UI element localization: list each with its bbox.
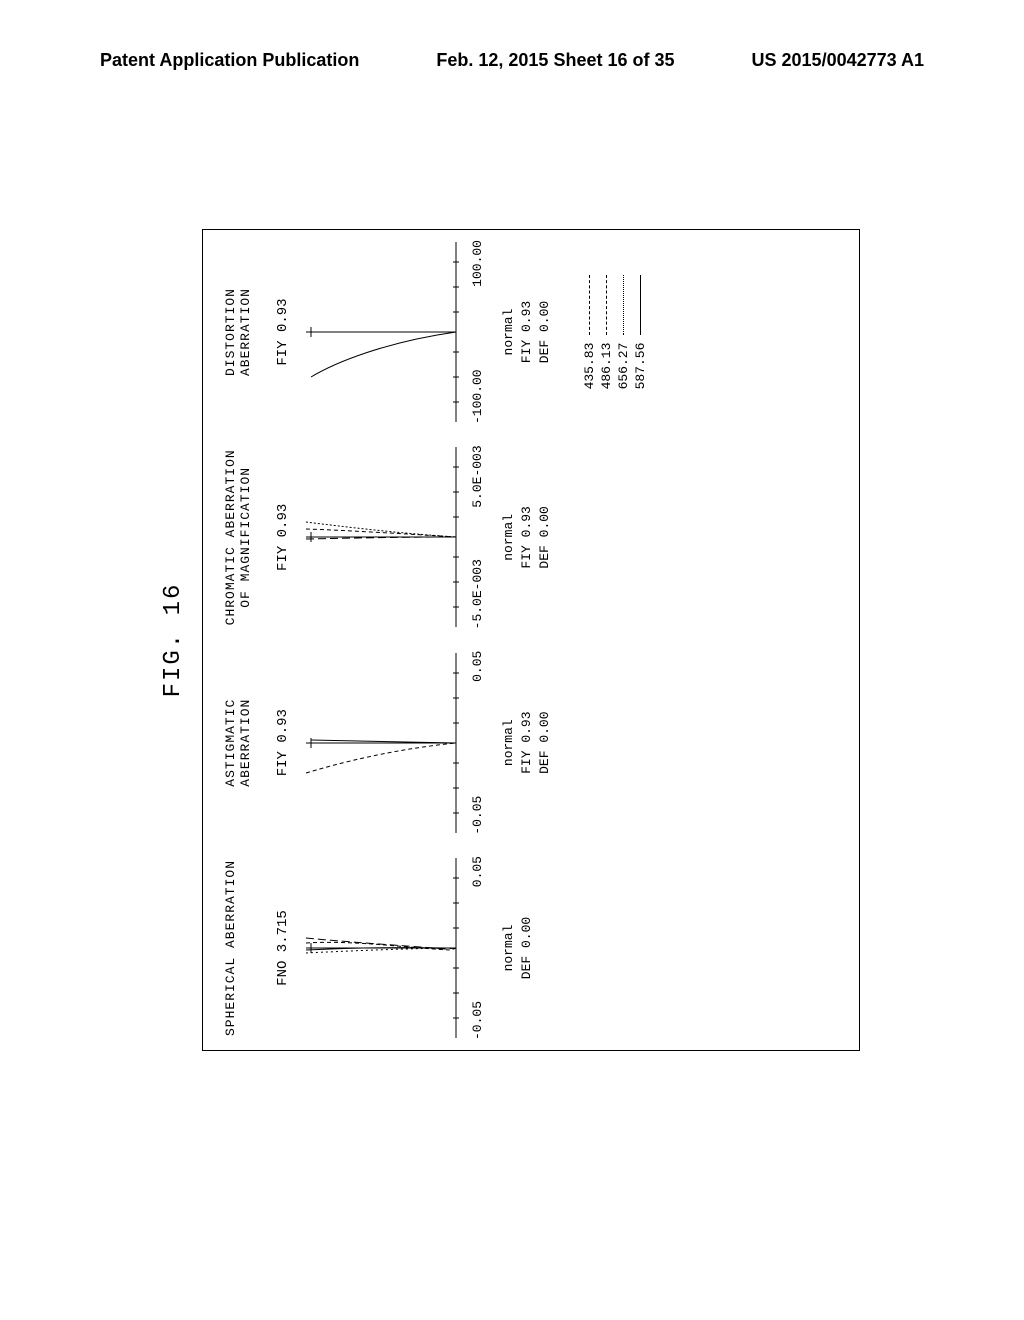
chart-sub: FIY 0.93	[275, 504, 291, 571]
legend-label: 656.27	[616, 343, 631, 390]
curves-4	[311, 332, 456, 377]
rotated-figure: FIG. 16 SPHERICAL ABERRATION FNO 3.715	[160, 229, 860, 1051]
chart-svg	[296, 848, 466, 1048]
chart-title: ASTIGMATIC ABERRATION	[223, 651, 255, 835]
info-line: DEF 0.00	[518, 917, 536, 979]
chart-sub: FIY 0.93	[275, 709, 291, 776]
figure-title: FIG. 16	[160, 229, 187, 1051]
info-line: DEF 0.00	[536, 711, 554, 773]
chart-title: SPHERICAL ABERRATION	[223, 860, 255, 1036]
chart-title: CHROMATIC ABERRATION OF MAGNIFICATION	[223, 449, 255, 625]
chart-distortion: DISTORTION ABERRATION FIY 0.93	[223, 240, 849, 424]
x-labels: -0.05 0.05	[470, 651, 485, 835]
legend-line-icon	[623, 275, 624, 335]
charts-row: SPHERICAL ABERRATION FNO 3.715	[202, 229, 860, 1051]
chart-sub: FNO 3.715	[275, 910, 291, 986]
legend-item: 656.27	[616, 275, 631, 390]
legend-label: 587.56	[633, 343, 648, 390]
curves-1	[306, 938, 456, 953]
xmax: 0.05	[470, 651, 485, 682]
info-line: FIY 0.93	[518, 506, 536, 568]
legend-item: 587.56	[633, 275, 648, 390]
info-line: FIY 0.93	[518, 711, 536, 773]
xmax: 100.00	[470, 240, 485, 287]
info-line: DEF 0.00	[536, 506, 554, 568]
chart-spherical: SPHERICAL ABERRATION FNO 3.715	[223, 856, 849, 1040]
legend-label: 486.13	[599, 343, 614, 390]
x-labels: -100.00 100.00	[470, 240, 485, 424]
chart-svg	[296, 437, 466, 637]
info-line: normal	[500, 917, 518, 979]
chart-svg	[296, 232, 466, 432]
chart-info: normal FIY 0.93 DEF 0.00	[500, 301, 555, 363]
chart-info: normal FIY 0.93 DEF 0.00	[500, 711, 555, 773]
curves-2	[306, 740, 456, 773]
legend-line-icon	[640, 275, 641, 335]
xmax: 5.0E-003	[470, 445, 485, 507]
x-labels: -0.05 0.05	[470, 856, 485, 1040]
legend-item: 435.83	[582, 275, 597, 390]
wavelength-legend: 435.83 486.13 656.27 587.56	[580, 275, 650, 390]
xmin: -0.05	[470, 796, 485, 835]
info-line: FIY 0.93	[518, 301, 536, 363]
xmin: -0.05	[470, 1001, 485, 1040]
xmin: -100.00	[470, 369, 485, 424]
info-line: normal	[500, 711, 518, 773]
legend-line-icon	[589, 275, 590, 335]
chart-info: normal FIY 0.93 DEF 0.00	[500, 506, 555, 568]
chart-chromatic: CHROMATIC ABERRATION OF MAGNIFICATION FI…	[223, 445, 849, 629]
legend-line-icon	[606, 275, 607, 335]
x-labels: -5.0E-003 5.0E-003	[470, 445, 485, 629]
chart-svg	[296, 643, 466, 843]
header-center: Feb. 12, 2015 Sheet 16 of 35	[436, 50, 674, 71]
info-line: DEF 0.00	[536, 301, 554, 363]
header-left: Patent Application Publication	[100, 50, 359, 71]
curves-3	[306, 522, 456, 539]
info-line: normal	[500, 301, 518, 363]
header-right: US 2015/0042773 A1	[752, 50, 924, 71]
chart-astigmatic: ASTIGMATIC ABERRATION FIY 0.93	[223, 651, 849, 835]
info-line: normal	[500, 506, 518, 568]
legend-label: 435.83	[582, 343, 597, 390]
figure-container: FIG. 16 SPHERICAL ABERRATION FNO 3.715	[100, 140, 920, 1140]
chart-sub: FIY 0.93	[275, 298, 291, 365]
chart-title: DISTORTION ABERRATION	[223, 240, 255, 424]
xmin: -5.0E-003	[470, 559, 485, 629]
xmax: 0.05	[470, 856, 485, 887]
chart-info: normal DEF 0.00	[500, 917, 536, 979]
page-header: Patent Application Publication Feb. 12, …	[0, 50, 1024, 71]
legend-item: 486.13	[599, 275, 614, 390]
